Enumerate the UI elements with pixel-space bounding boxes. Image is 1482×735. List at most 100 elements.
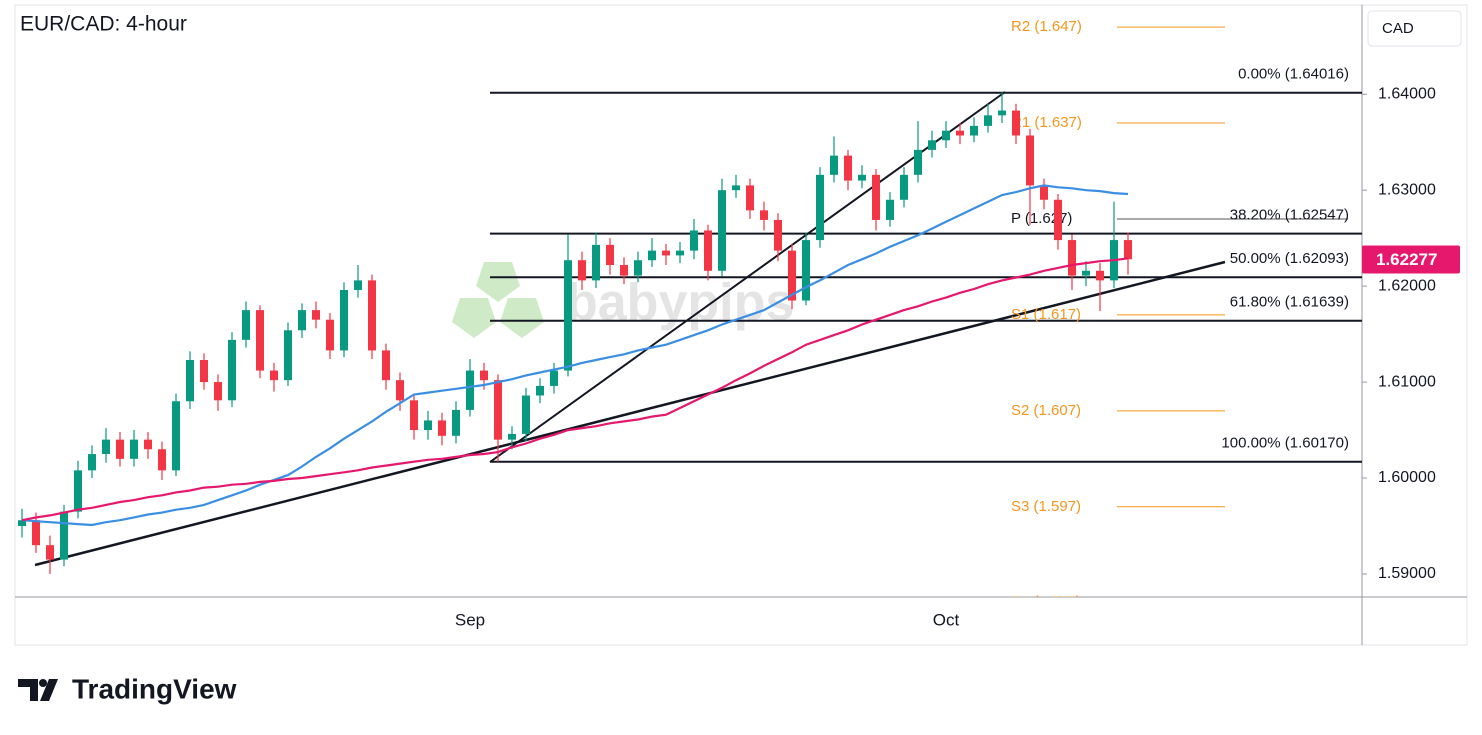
- candle-body: [116, 439, 124, 459]
- candle-body: [732, 185, 740, 191]
- last-price-label: 1.62277: [1376, 250, 1437, 269]
- candle-body: [774, 219, 782, 251]
- candle-body: [256, 310, 264, 371]
- candle-body: [438, 420, 446, 436]
- pivot-label: P (1.627): [1011, 210, 1072, 227]
- trendline: [34, 260, 1226, 567]
- candle-body: [998, 110, 1006, 116]
- candle-body: [984, 115, 992, 126]
- y-tick-label: 1.61000: [1378, 373, 1436, 390]
- pivot-label: S2 (1.607): [1011, 402, 1081, 419]
- candle-body: [536, 385, 544, 396]
- logo-icon: [18, 679, 58, 701]
- fib-label: 61.80% (1.61639): [1230, 294, 1349, 311]
- candle-body: [200, 360, 208, 383]
- candle-body: [830, 155, 838, 175]
- candle-body: [214, 382, 222, 401]
- fib-label: 100.00% (1.60170): [1221, 435, 1349, 452]
- candle-body: [102, 439, 110, 455]
- candle-body: [900, 174, 908, 200]
- candle-body: [144, 439, 152, 450]
- y-tick-label: 1.62000: [1378, 277, 1436, 294]
- candle-body: [284, 330, 292, 381]
- candle-body: [970, 125, 978, 136]
- candle-body: [354, 280, 362, 290]
- candle-body: [1068, 240, 1076, 276]
- candle-body: [928, 140, 936, 150]
- candle-body: [410, 400, 418, 431]
- pivot-label: R2 (1.647): [1011, 18, 1082, 35]
- candle-body: [844, 155, 852, 181]
- candle-body: [312, 310, 320, 320]
- candle-body: [18, 520, 26, 526]
- plot-area: R2 (1.647) R1 (1.637) P (1.627) S1 (1.617) S…: [18, 18, 1362, 611]
- candle-body: [46, 545, 54, 560]
- y-tick-label: 1.59000: [1378, 565, 1436, 582]
- last-price-tag: [1362, 245, 1460, 274]
- y-tick-label: 1.60000: [1378, 469, 1436, 486]
- watermark-icon: [500, 298, 544, 338]
- candle-body: [872, 174, 880, 220]
- candle-body: [326, 319, 334, 351]
- candle-body: [1054, 199, 1062, 241]
- candle-body: [1082, 270, 1090, 276]
- currency-button[interactable]: [1367, 10, 1462, 47]
- pivot-label: S1 (1.617): [1011, 306, 1081, 323]
- y-tick-label: 1.63000: [1378, 181, 1436, 198]
- moving-average: [21, 257, 1129, 522]
- pivot-label: S4 (1.587): [1011, 594, 1081, 611]
- candle-body: [186, 360, 194, 402]
- candle-body: [718, 190, 726, 271]
- watermark-icon: [476, 262, 520, 302]
- candle-body: [88, 454, 96, 471]
- candle-body: [32, 520, 40, 546]
- candle-body: [298, 310, 306, 331]
- x-tick-label: Oct: [933, 610, 960, 629]
- candle-body: [130, 439, 138, 459]
- candle-body: [578, 260, 586, 281]
- candle-body: [690, 230, 698, 251]
- watermark: babypips: [452, 262, 794, 338]
- candle-body: [676, 250, 684, 256]
- chart-title: EUR/CAD: 4-hour: [20, 13, 187, 36]
- fib-label: 38.20% (1.62547): [1230, 207, 1349, 224]
- candle-body: [1026, 135, 1034, 186]
- y-tick-label: 1.64000: [1378, 85, 1436, 102]
- candle-body: [480, 370, 488, 381]
- candle-body: [564, 260, 572, 371]
- tradingview-logo: TradingView: [18, 673, 237, 704]
- candle-body: [382, 350, 390, 381]
- candle-body: [74, 470, 82, 512]
- currency-label[interactable]: CAD: [1382, 20, 1414, 37]
- candle-body: [340, 289, 348, 351]
- x-tick-label: Sep: [455, 610, 485, 629]
- brand-name: TradingView: [72, 673, 237, 704]
- fib-label: 0.00% (1.64016): [1238, 66, 1349, 83]
- candle-body: [1096, 270, 1104, 281]
- candle-body: [494, 380, 502, 440]
- candle-body: [242, 310, 250, 340]
- candle-body: [592, 244, 600, 281]
- candle-body: [606, 244, 614, 266]
- candle-body: [396, 380, 404, 401]
- candle-body: [228, 339, 236, 401]
- candle-body: [760, 210, 768, 220]
- candle-body: [746, 185, 754, 211]
- candle-body: [424, 420, 432, 431]
- candle-body: [550, 370, 558, 386]
- candle-body: [704, 230, 712, 271]
- candle-body: [648, 250, 656, 261]
- pivot-label: S3 (1.597): [1011, 498, 1081, 515]
- candle-body: [886, 199, 894, 220]
- candle-body: [172, 401, 180, 471]
- candle-body: [466, 370, 474, 410]
- candle-body: [802, 240, 810, 301]
- candle-body: [270, 370, 278, 381]
- logo-icon: [39, 679, 47, 687]
- candle-body: [620, 265, 628, 276]
- candle-body: [60, 511, 68, 560]
- candle-body: [956, 130, 964, 136]
- fib-label: 50.00% (1.62093): [1230, 250, 1349, 267]
- candle-body: [662, 250, 670, 256]
- watermark-text: babypips: [566, 274, 794, 332]
